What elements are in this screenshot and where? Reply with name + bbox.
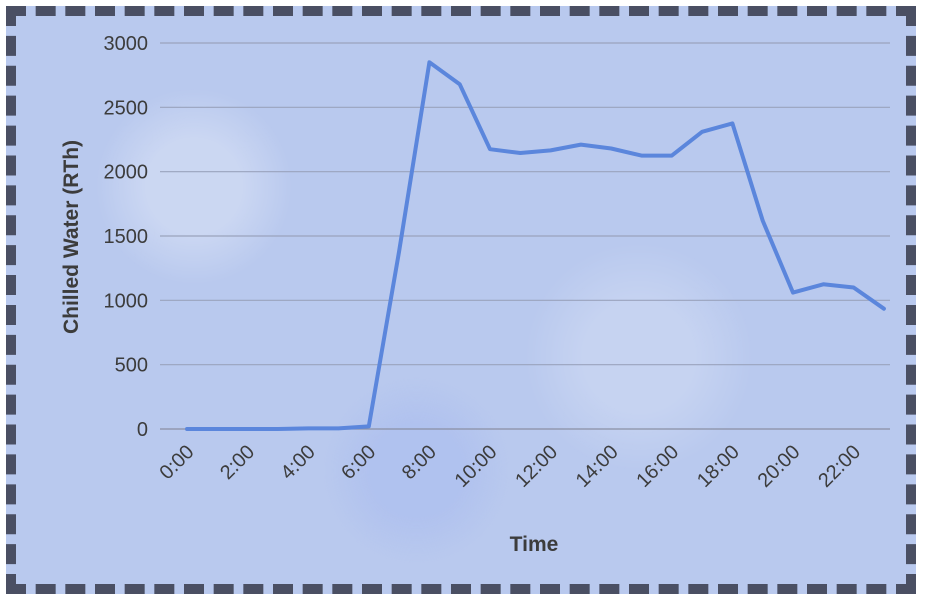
x-tick-label: 8:00 xyxy=(398,441,441,484)
y-tick-label: 2000 xyxy=(104,162,149,184)
x-tick-label: 12:00 xyxy=(511,441,562,492)
x-tick-label: 16:00 xyxy=(632,441,683,492)
x-tick-label: 0:00 xyxy=(155,441,198,484)
series-line-0 xyxy=(185,60,886,431)
x-tick-label: 4:00 xyxy=(277,441,320,484)
gridlines xyxy=(160,42,890,430)
y-tick-label: 0 xyxy=(137,419,148,441)
y-tick-label: 3000 xyxy=(104,33,149,55)
x-tick-label: 20:00 xyxy=(754,441,805,492)
y-tick-label: 2500 xyxy=(104,97,149,119)
x-tick-label: 18:00 xyxy=(693,441,744,492)
x-axis-ticks: 0:00 2:00 4:00 6:00 8:00 10:00 12:00 14:00 16:00… xyxy=(155,441,865,492)
x-tick-label: 6:00 xyxy=(337,441,380,484)
x-tick-label: 10:00 xyxy=(451,441,502,492)
y-tick-label: 500 xyxy=(115,355,148,377)
y-axis-ticks: 0 500 1000 1500 2000 2500 3000 xyxy=(104,33,149,441)
y-axis-title: Chilled Water (RTh) xyxy=(60,140,83,334)
series-lines xyxy=(185,60,886,431)
y-tick-label: 1000 xyxy=(104,290,149,312)
y-tick-label: 1500 xyxy=(104,226,149,248)
x-tick-label: 22:00 xyxy=(814,441,865,492)
x-axis-title: Time xyxy=(510,533,559,556)
x-tick-label: 14:00 xyxy=(572,441,623,492)
x-tick-label: 2:00 xyxy=(216,441,259,484)
